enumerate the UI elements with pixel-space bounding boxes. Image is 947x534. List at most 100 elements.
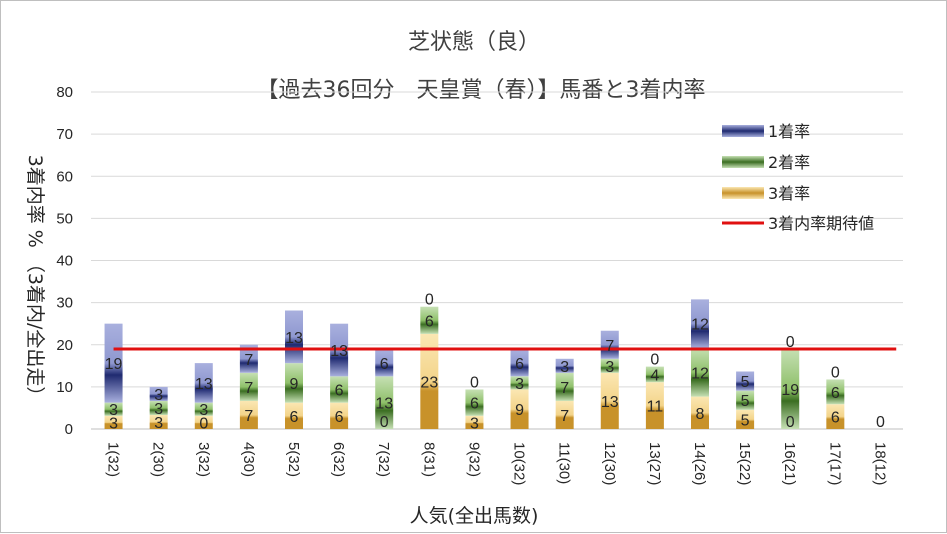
bar-segment — [826, 379, 845, 405]
data-label: 5 — [741, 374, 750, 391]
bar-segment — [420, 333, 439, 429]
y-tick-label: 70 — [56, 126, 73, 143]
x-tick-label: 7(32) — [375, 442, 392, 477]
data-label: 6 — [515, 356, 524, 373]
x-tick-label: 1(32) — [105, 442, 122, 477]
y-tick-label: 50 — [56, 210, 73, 227]
data-label: 3 — [515, 376, 524, 393]
bar-segment — [239, 400, 258, 429]
data-label: 6 — [335, 383, 344, 400]
bar-segment — [330, 376, 349, 403]
data-label: 0 — [786, 334, 795, 351]
bar-segment — [826, 404, 845, 429]
data-label: 0 — [876, 414, 885, 431]
bar-segment — [736, 371, 755, 391]
y-axis-ticks: 0 10 20 30 40 50 60 70 80 — [56, 84, 73, 438]
data-label: 9 — [290, 376, 299, 393]
bar-segment — [736, 409, 755, 429]
bar-segment — [555, 372, 574, 401]
y-tick-label: 30 — [56, 295, 73, 312]
data-label: 19 — [105, 356, 123, 373]
y-tick-label: 0 — [65, 421, 73, 438]
bar-segment — [555, 358, 574, 373]
data-label: 7 — [605, 338, 614, 355]
data-label: 13 — [375, 396, 393, 413]
data-label: 0 — [425, 292, 434, 309]
x-tick-label: 16(21) — [781, 442, 798, 485]
x-axis-title: 人気(全出馬数) — [410, 505, 539, 527]
data-label: 0 — [786, 414, 795, 431]
data-label: 6 — [831, 385, 840, 402]
data-label: 9 — [515, 402, 524, 419]
data-label: 3 — [470, 415, 479, 432]
bars — [104, 299, 845, 429]
data-label: 7 — [244, 408, 253, 425]
data-label: 6 — [831, 410, 840, 427]
x-tick-label: 4(30) — [240, 442, 257, 477]
chart-subtitle: 【過去36回分 天皇賞（春）】馬番と3着内率 — [257, 78, 706, 103]
data-label: 6 — [470, 396, 479, 413]
bar-segment — [510, 349, 529, 377]
bar-segment — [285, 402, 303, 429]
data-label: 0 — [831, 364, 840, 381]
bar-segment — [781, 348, 800, 429]
data-label: 7 — [244, 352, 253, 369]
legend-label-expected: 3着内率期待値 — [768, 214, 874, 233]
data-label: 0 — [650, 352, 659, 369]
data-label: 13 — [285, 330, 303, 347]
data-label: 6 — [380, 356, 389, 373]
data-labels: 3319333031377769136613013623603609367731… — [105, 292, 885, 433]
bar-segment — [465, 415, 484, 429]
x-tick-label: 5(32) — [285, 442, 302, 477]
legend-label-1: 1着率 — [768, 122, 810, 141]
data-label: 7 — [560, 408, 569, 425]
bar-segment — [465, 389, 484, 416]
bar-segment — [194, 415, 213, 429]
bar-segment — [645, 382, 664, 429]
bar-segment — [239, 372, 258, 401]
bar-segment — [149, 386, 168, 401]
chart-title: 芝状態（良） — [408, 30, 540, 55]
data-label: 3 — [154, 401, 163, 418]
data-label: 12 — [691, 365, 709, 382]
bar-segment — [691, 299, 709, 348]
x-tick-label: 11(30) — [556, 442, 573, 484]
data-label: 0 — [199, 415, 208, 432]
y-tick-label: 80 — [56, 84, 73, 101]
legend-swatch-3 — [722, 187, 764, 199]
data-label: 11 — [647, 399, 664, 416]
data-label: 3 — [560, 359, 569, 376]
bar-segment — [239, 344, 258, 373]
data-label: 13 — [601, 394, 619, 411]
y-axis-title: 3着内率 % （3着内/全出走） — [24, 155, 46, 406]
y-tick-label: 10 — [56, 379, 73, 396]
bar-segment — [149, 400, 168, 415]
x-tick-label: 12(30) — [601, 442, 618, 485]
bar-segment — [645, 366, 664, 383]
x-tick-label: 2(30) — [150, 442, 167, 477]
y-tick-label: 40 — [56, 253, 73, 270]
bar-segment — [104, 402, 123, 416]
bar-segment — [149, 414, 168, 429]
x-tick-label: 14(26) — [691, 442, 708, 485]
bar-segment — [691, 396, 709, 429]
bar-segment — [330, 402, 349, 429]
y-tick-label: 60 — [56, 168, 73, 185]
x-tick-label: 6(32) — [330, 442, 347, 477]
data-label: 0 — [380, 414, 389, 431]
x-tick-label: 17(17) — [826, 442, 843, 485]
data-label: 5 — [741, 393, 750, 410]
legend: 1着率 2着率 3着率 3着内率期待値 — [722, 122, 874, 233]
gridlines — [91, 91, 903, 430]
data-label: 7 — [244, 380, 253, 397]
data-label: 3 — [154, 415, 163, 432]
bar-segment — [104, 323, 123, 403]
data-label: 5 — [741, 412, 750, 429]
x-tick-label: 18(12) — [871, 442, 888, 485]
x-tick-label: 3(32) — [195, 442, 212, 477]
legend-swatch-2 — [722, 156, 764, 168]
data-label: 3 — [109, 402, 118, 419]
x-tick-label: 9(32) — [465, 442, 482, 477]
x-axis-ticks: 1(32) 2(30) 3(32) 4(30) 5(32) 6(32) 7(32) 8(31)… — [105, 442, 889, 485]
